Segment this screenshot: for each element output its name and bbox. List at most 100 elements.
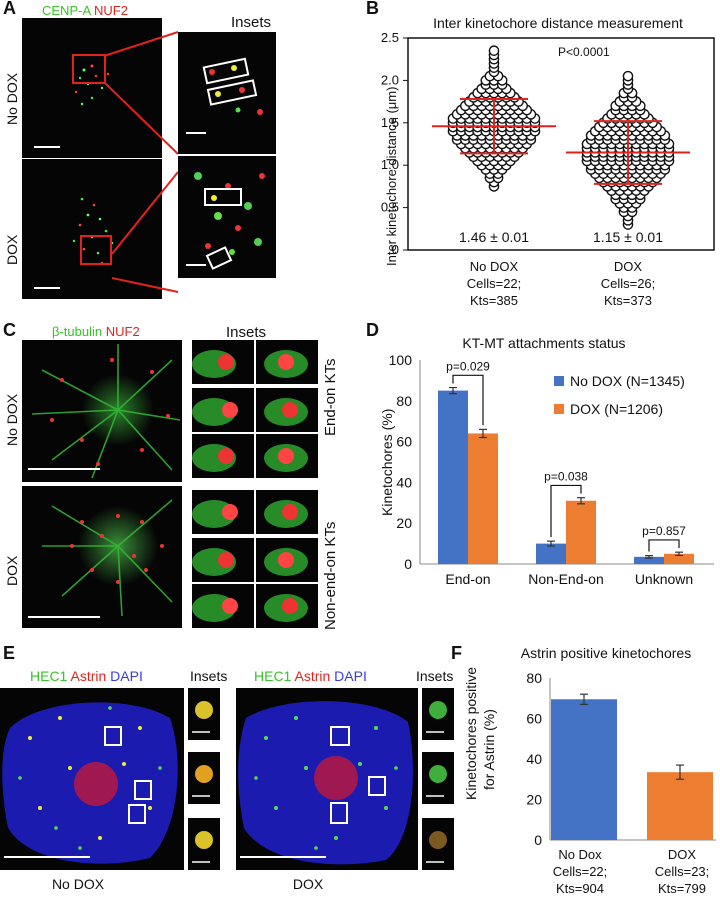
panel-c-insets-title: Insets <box>226 324 267 341</box>
inset-box <box>330 726 350 746</box>
cell-dapi-nodox <box>2 702 178 864</box>
bar <box>551 699 617 840</box>
panel-e-inset-tile <box>188 818 220 870</box>
panel-c-inset-tile <box>256 490 318 534</box>
panel-e-channels-1: HEC1 Astrin DAPI <box>30 668 143 684</box>
y-tick-label: 1.0 <box>381 157 399 172</box>
panel-c-inset-tile <box>192 340 254 384</box>
bar <box>536 543 566 564</box>
scale-bar <box>240 856 326 858</box>
kinetochore-signal <box>222 598 238 614</box>
bar <box>664 553 694 564</box>
kinetochore-signal <box>278 448 294 464</box>
legend-swatch-nodox <box>554 376 564 386</box>
caption-line: Cells=22; <box>552 864 608 879</box>
inset-box <box>134 780 152 800</box>
dapi-label: DAPI <box>334 668 367 684</box>
kinetochore-signal <box>218 552 234 568</box>
p-value-label: p=0.029 <box>446 359 490 373</box>
panel-a-label: A <box>3 0 16 18</box>
caption-line: No Dox <box>558 847 602 862</box>
panel-a-image-nodox <box>22 18 162 158</box>
kinetochore-signal <box>222 504 238 520</box>
panel-d-xlabels: End-on Non-End-on Unknown <box>445 571 693 587</box>
tubulin-label: β-tubulin <box>52 324 103 339</box>
y-tick-label: 100 <box>389 352 413 368</box>
astrin-label: Astrin <box>70 668 107 684</box>
bar <box>468 433 498 564</box>
kinetochore-signal <box>429 831 447 849</box>
panel-d-significance: p=0.029 p=0.038 p=0.857 <box>446 359 686 552</box>
panel-c-inset-tile <box>192 388 254 432</box>
y-tick-label: 0.5 <box>381 200 399 215</box>
panel-e-inset-tile <box>422 752 454 804</box>
inset-content <box>264 500 308 528</box>
dapi-label: DAPI <box>110 668 143 684</box>
kinetochore-signal <box>195 831 213 849</box>
panel-c-row-nodox: No DOX <box>4 393 20 446</box>
panel-c-inset-tile <box>192 538 254 582</box>
data-point <box>488 45 500 57</box>
inset-content <box>192 831 213 863</box>
panel-d-title: KT-MT attachments status <box>462 335 625 351</box>
hec1-label: HEC1 <box>254 668 292 684</box>
caption-line: Kts=373 <box>603 293 653 308</box>
cell-dapi-dox <box>238 701 413 865</box>
legend-swatch-dox <box>554 404 564 414</box>
panel-e-label: E <box>3 643 16 663</box>
panel-f-caption-nodox: No Dox Cells=22; Kts=904 <box>540 846 620 897</box>
scale-bar <box>34 287 60 289</box>
scale-bar <box>28 468 100 470</box>
kinetochore-signal <box>222 402 238 418</box>
inset-content <box>192 701 213 733</box>
panel-e-caption-dox: DOX <box>292 876 324 892</box>
panel-b-chart: Inter kinetochore distance measurement P… <box>381 15 715 266</box>
panel-e-inset-tile <box>422 688 454 740</box>
inset-content <box>264 350 308 378</box>
scale-bar <box>34 146 60 148</box>
data-point <box>622 70 634 82</box>
microtubule-aster <box>42 499 173 617</box>
x-tick-label: Unknown <box>635 571 693 587</box>
inset-content <box>264 398 308 426</box>
caption-line: DOX <box>667 847 697 862</box>
inset-box <box>104 726 122 746</box>
panel-f-chart: Astrin positive kinetochores Kinetochore… <box>463 645 716 848</box>
panel-c-inset-tile <box>256 340 318 384</box>
inset-content <box>264 548 308 576</box>
panel-b-pvalue: P<0.0001 <box>558 45 610 59</box>
panel-c-inset-tile <box>192 584 254 628</box>
y-tick-label: 80 <box>396 393 412 409</box>
panel-d-bars <box>438 386 694 564</box>
panel-e-inset-tile <box>422 818 454 870</box>
inset-content <box>192 548 236 576</box>
caption-line: Cells=23; <box>654 864 710 879</box>
nuf2-label: NUF2 <box>94 3 128 18</box>
panel-b-mean-nodox: 1.46 ± 0.01 <box>459 229 529 245</box>
panel-b-caption-nodox: No DOX Cells=22; Kts=385 <box>434 258 554 309</box>
significance-bracket <box>550 484 582 538</box>
scale-bar <box>28 616 100 618</box>
inset-spots <box>194 172 265 255</box>
bar <box>438 390 468 564</box>
panel-c-side-nonendon: Non-end-on KTs <box>322 521 339 630</box>
panel-e-insets-title-2: Insets <box>416 668 454 684</box>
panel-c-image-nodox <box>22 340 182 482</box>
panel-f-caption-dox: DOX Cells=23; Kts=799 <box>642 846 720 897</box>
panel-e-caption-nodox: No DOX <box>51 876 105 892</box>
panel-c-inset-tile <box>256 388 318 432</box>
panel-a-channels: CENP-A NUF2 <box>42 3 128 18</box>
kinetochore-signal <box>218 354 234 370</box>
inset-content <box>192 350 236 378</box>
inset-content <box>192 765 213 797</box>
y-tick-label: 0 <box>392 242 399 257</box>
panel-b-frame <box>407 37 715 251</box>
p-value-label: p=0.857 <box>642 524 686 538</box>
astrin-label: Astrin <box>294 668 331 684</box>
panel-a-zoom-box-dox <box>80 235 112 265</box>
cenpa-dox-spots <box>72 197 114 265</box>
inset-content <box>426 831 447 863</box>
panel-a-zoom-lines <box>103 31 179 293</box>
cenpa-label: CENP-A <box>42 3 91 18</box>
panel-a-zoom-box-nodox <box>72 54 106 84</box>
